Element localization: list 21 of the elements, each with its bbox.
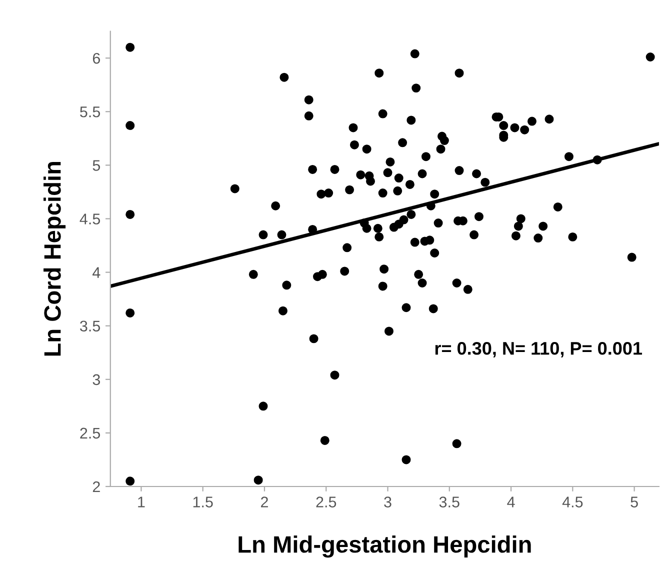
y-axis-title: Ln Cord Hepcidin	[44, 162, 66, 356]
y-tick-label: 4.5	[80, 214, 100, 224]
y-tick-label: 2.5	[80, 428, 100, 439]
x-axis-title: Ln Mid-gestation Hepcidin	[238, 535, 531, 558]
y-tick-label: 6	[92, 52, 100, 64]
y-tick-label: 3	[92, 374, 100, 386]
x-tick-label: 1	[138, 496, 145, 508]
x-tick-label: 5	[630, 496, 638, 508]
annotation: r= 0.30, N= 110, P= 0.001	[435, 342, 642, 358]
x-tick-label: 4	[507, 496, 515, 508]
y-tick-label: 5.5	[80, 106, 100, 118]
y-tick-label: 4	[92, 267, 100, 278]
y-tick-label: 2	[92, 481, 100, 492]
y-tick-label: 3.5	[80, 320, 100, 332]
x-tick-label: 3	[384, 496, 392, 508]
x-tick-label: 1.5	[193, 496, 213, 508]
x-tick-label: 3.5	[439, 496, 460, 508]
x-tick-label: 2.5	[316, 496, 336, 508]
x-tick-label: 2	[261, 496, 268, 508]
y-tick-label: 5	[92, 160, 100, 171]
x-tick-label: 4.5	[562, 496, 583, 508]
